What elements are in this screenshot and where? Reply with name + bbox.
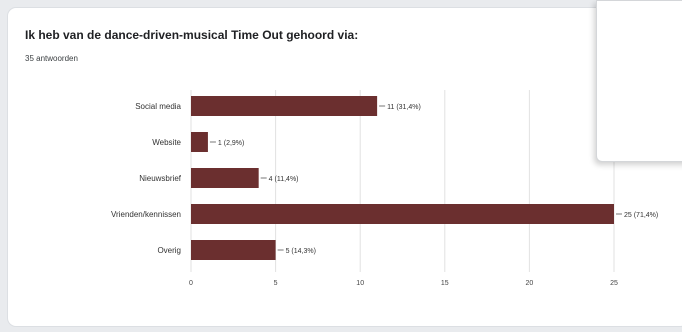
data-label: 25 (71,4%): [624, 212, 658, 219]
chart-title: Ik heb van de dance-driven-musical Time …: [25, 28, 359, 42]
chart-card: [8, 8, 682, 326]
bar: [191, 132, 208, 152]
bar: [191, 204, 614, 224]
x-tick-label: 5: [274, 280, 278, 287]
category-label: Nieuwsbrief: [139, 174, 182, 183]
data-label: 5 (14,3%): [286, 248, 316, 255]
bar: [191, 168, 259, 188]
data-label: 11 (31,4%): [387, 104, 421, 111]
x-tick-label: 0: [189, 280, 193, 287]
data-label: 1 (2,9%): [218, 140, 244, 147]
bar: [191, 240, 276, 260]
category-label: Vrienden/kennissen: [111, 210, 181, 219]
overlay-popup[interactable]: [596, 0, 682, 162]
bar: [191, 96, 378, 116]
x-tick-label: 20: [526, 280, 534, 287]
category-label: Website: [152, 138, 181, 147]
category-label: Overig: [157, 246, 181, 255]
data-label: 4 (11,4%): [269, 176, 299, 183]
x-tick-label: 15: [441, 280, 449, 287]
x-tick-label: 10: [356, 280, 364, 287]
x-tick-label: 25: [610, 280, 618, 287]
category-label: Social media: [135, 102, 181, 111]
response-count: 35 antwoorden: [25, 54, 78, 63]
